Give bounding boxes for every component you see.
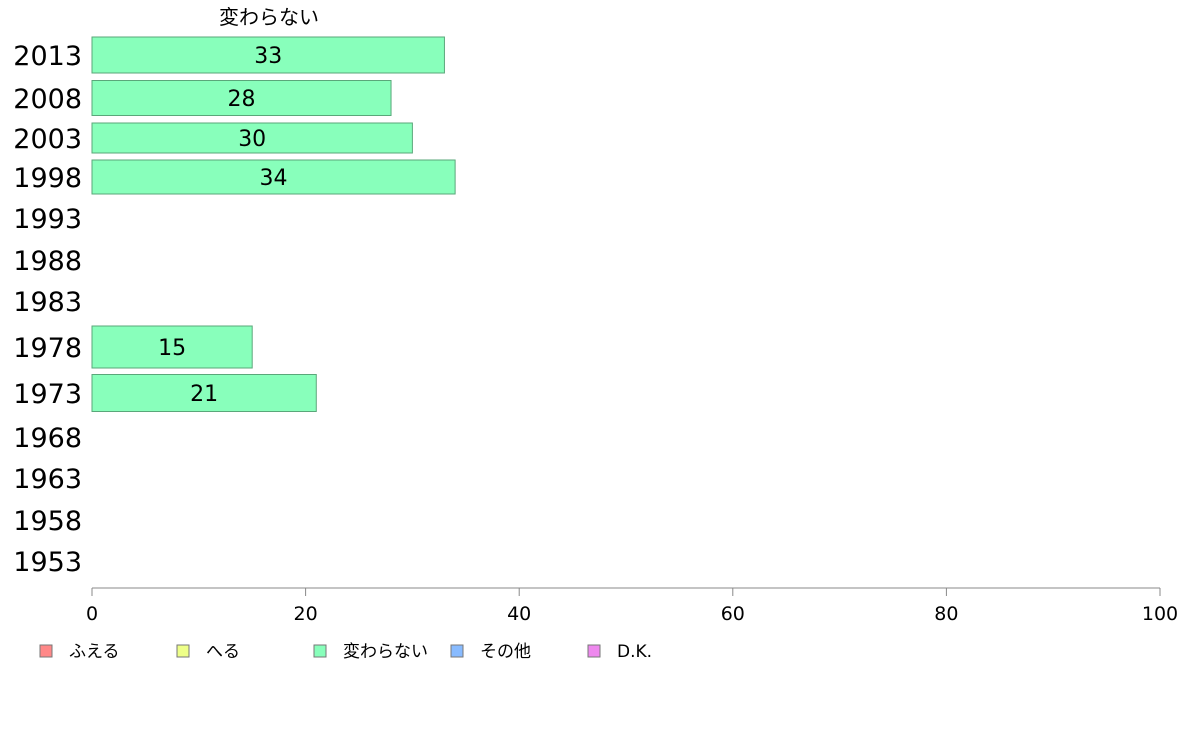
legend-label-2: 変わらない [343, 642, 428, 662]
year-label-2013: 2013 [13, 41, 82, 72]
year-label-1963: 1963 [13, 464, 82, 495]
bar-label-1973: 21 [190, 382, 218, 407]
legend-label-0: ふえる [69, 642, 120, 662]
bar-label-2013: 33 [254, 44, 282, 69]
x-tick-label-40: 40 [507, 603, 531, 625]
year-label-2008: 2008 [13, 84, 82, 115]
bar-label-1998: 34 [260, 166, 288, 191]
x-tick-label-0: 0 [86, 603, 98, 625]
year-label-1998: 1998 [13, 163, 82, 194]
bar-label-1978: 15 [158, 336, 186, 361]
year-label-1953: 1953 [13, 547, 82, 578]
bar-2013 [91, 36, 445, 74]
bar-2008 [91, 80, 392, 116]
x-axis: 0 20 40 60 80 100 [86, 587, 1178, 625]
bar-label-2008: 28 [228, 87, 256, 112]
bar-1973 [91, 374, 317, 412]
x-tick-label-100: 100 [1142, 603, 1178, 625]
legend-swatch-1 [176, 644, 190, 658]
x-tick-label-20: 20 [294, 603, 318, 625]
year-label-2003: 2003 [13, 124, 82, 155]
x-tick-label-60: 60 [721, 603, 745, 625]
legend: ふえる へる 変わらない その他 D.K. [39, 642, 652, 662]
legend-swatch-4 [587, 644, 601, 658]
year-label-1983: 1983 [13, 287, 82, 318]
year-labels: 2013 2008 2003 1998 1993 1988 1983 1978 1973 1968… [13, 41, 82, 578]
bar-label-2003: 30 [238, 127, 266, 152]
year-label-1993: 1993 [13, 204, 82, 235]
bar-1978 [91, 325, 253, 369]
year-label-1988: 1988 [13, 246, 82, 277]
x-tick-label-80: 80 [934, 603, 958, 625]
year-label-1978: 1978 [13, 333, 82, 364]
bar-2003 [91, 122, 413, 154]
bar-1998 [91, 159, 456, 195]
year-label-1968: 1968 [13, 423, 82, 454]
year-label-1973: 1973 [13, 379, 82, 410]
legend-swatch-3 [450, 644, 464, 658]
year-label-1958: 1958 [13, 506, 82, 537]
legend-swatch-2 [313, 644, 327, 658]
chart-title: 変わらない [219, 5, 319, 29]
legend-label-1: へる [206, 642, 240, 662]
legend-label-3: その他 [480, 642, 531, 662]
legend-swatch-0 [39, 644, 53, 658]
legend-label-4: D.K. [617, 642, 652, 662]
